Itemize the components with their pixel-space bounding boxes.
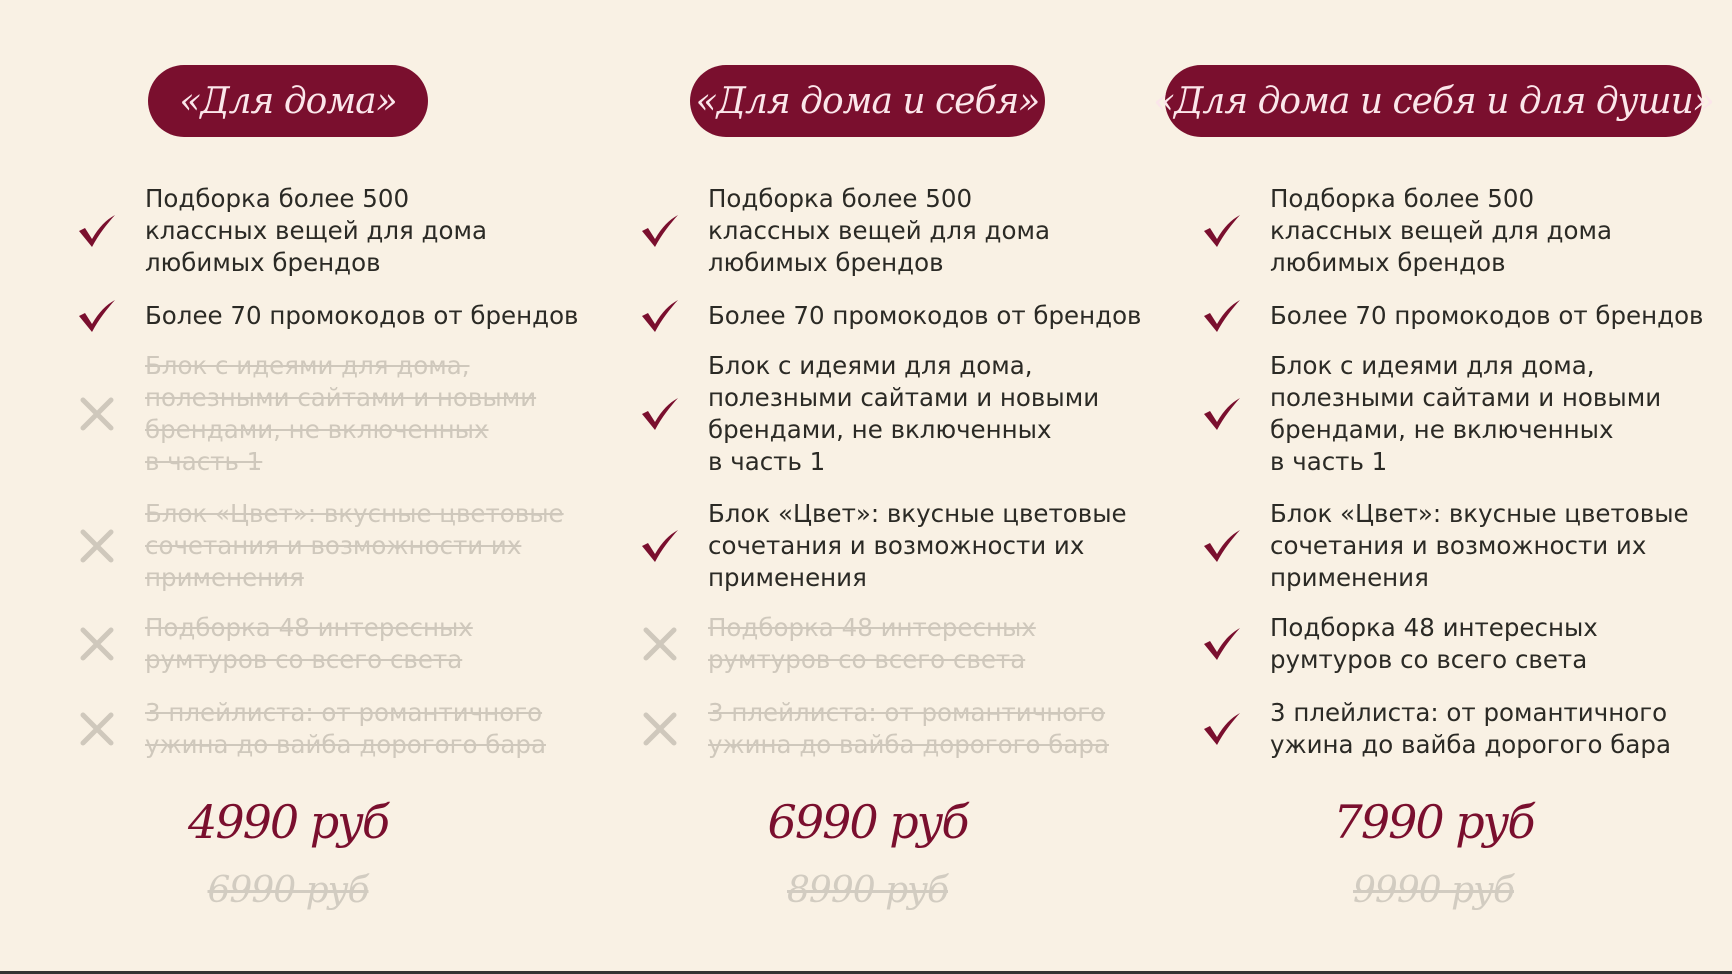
feature-text: Подборка более 500 классных вещей для до… xyxy=(708,184,1050,277)
feature-item: 3 плейлиста: от романтичного ужина до ва… xyxy=(638,697,1178,761)
cross-icon xyxy=(75,392,119,436)
check-icon xyxy=(638,294,682,338)
feature-item: Подборка более 500 классных вещей для до… xyxy=(1200,183,1732,279)
feature-item: Блок с идеями для дома, полезными сайтам… xyxy=(75,350,615,478)
feature-item: Блок «Цвет»: вкусные цветовые сочетания … xyxy=(1200,498,1732,594)
feature-text: Более 70 промокодов от брендов xyxy=(145,301,579,330)
plan-title[interactable]: «Для дома и себя и для души» xyxy=(1153,65,1715,137)
old-price: 9990 руб xyxy=(1353,870,1515,911)
feature-text: Более 70 промокодов от брендов xyxy=(708,301,1142,330)
price: 6990 руб xyxy=(767,795,970,849)
check-icon xyxy=(75,209,119,253)
feature-item: Блок с идеями для дома, полезными сайтам… xyxy=(638,350,1178,478)
feature-text: Более 70 промокодов от брендов xyxy=(1270,301,1704,330)
feature-text: Блок «Цвет»: вкусные цветовые сочетания … xyxy=(145,499,564,592)
feature-item: 3 плейлиста: от романтичного ужина до ва… xyxy=(75,697,615,761)
feature-item: Подборка 48 интересных румтуров со всего… xyxy=(1200,612,1732,676)
check-icon xyxy=(638,209,682,253)
feature-item: Подборка более 500 классных вещей для до… xyxy=(638,183,1178,279)
feature-item: Более 70 промокодов от брендов xyxy=(1200,298,1732,334)
cross-icon xyxy=(75,524,119,568)
feature-item: Подборка 48 интересных румтуров со всего… xyxy=(638,612,1178,676)
check-icon xyxy=(1200,209,1244,253)
feature-item: Более 70 промокодов от брендов xyxy=(75,298,615,334)
feature-text: Блок «Цвет»: вкусные цветовые сочетания … xyxy=(1270,499,1689,592)
feature-text: Подборка более 500 классных вещей для до… xyxy=(1270,184,1612,277)
check-icon xyxy=(638,392,682,436)
feature-text: Подборка 48 интересных румтуров со всего… xyxy=(145,613,473,674)
old-price: 6990 руб xyxy=(207,870,370,911)
bottom-bar xyxy=(0,971,1732,974)
feature-item: Подборка более 500 классных вещей для до… xyxy=(75,183,615,279)
feature-text: 3 плейлиста: от романтичного ужина до ва… xyxy=(145,698,546,759)
check-icon xyxy=(638,524,682,568)
feature-text: Подборка 48 интересных румтуров со всего… xyxy=(708,613,1036,674)
cross-icon xyxy=(638,707,682,751)
old-price: 8990 руб xyxy=(787,870,949,911)
cross-icon xyxy=(75,622,119,666)
plan-title[interactable]: «Для дома» xyxy=(148,65,428,137)
feature-text: Блок с идеями для дома, полезными сайтам… xyxy=(708,351,1100,476)
check-icon xyxy=(75,294,119,338)
check-icon xyxy=(1200,707,1244,751)
check-icon xyxy=(1200,294,1244,338)
feature-item: 3 плейлиста: от романтичного ужина до ва… xyxy=(1200,697,1732,761)
feature-item: Блок с идеями для дома, полезными сайтам… xyxy=(1200,350,1732,478)
feature-item: Блок «Цвет»: вкусные цветовые сочетания … xyxy=(638,498,1178,594)
feature-item: Блок «Цвет»: вкусные цветовые сочетания … xyxy=(75,498,615,594)
feature-item: Подборка 48 интересных румтуров со всего… xyxy=(75,612,615,676)
feature-text: Блок с идеями для дома, полезными сайтам… xyxy=(145,351,537,476)
feature-text: Блок с идеями для дома, полезными сайтам… xyxy=(1270,351,1662,476)
feature-text: Блок «Цвет»: вкусные цветовые сочетания … xyxy=(708,499,1127,592)
cross-icon xyxy=(75,707,119,751)
check-icon xyxy=(1200,622,1244,666)
check-icon xyxy=(1200,524,1244,568)
price: 4990 руб xyxy=(188,795,390,849)
feature-text: Подборка 48 интересных румтуров со всего… xyxy=(1270,613,1598,674)
price: 7990 руб xyxy=(1333,795,1536,849)
plan-title[interactable]: «Для дома и себя» xyxy=(690,65,1045,137)
check-icon xyxy=(1200,392,1244,436)
feature-text: Подборка более 500 классных вещей для до… xyxy=(145,184,487,277)
feature-text: 3 плейлиста: от романтичного ужина до ва… xyxy=(1270,698,1671,759)
feature-item: Более 70 промокодов от брендов xyxy=(638,298,1178,334)
cross-icon xyxy=(638,622,682,666)
feature-text: 3 плейлиста: от романтичного ужина до ва… xyxy=(708,698,1109,759)
